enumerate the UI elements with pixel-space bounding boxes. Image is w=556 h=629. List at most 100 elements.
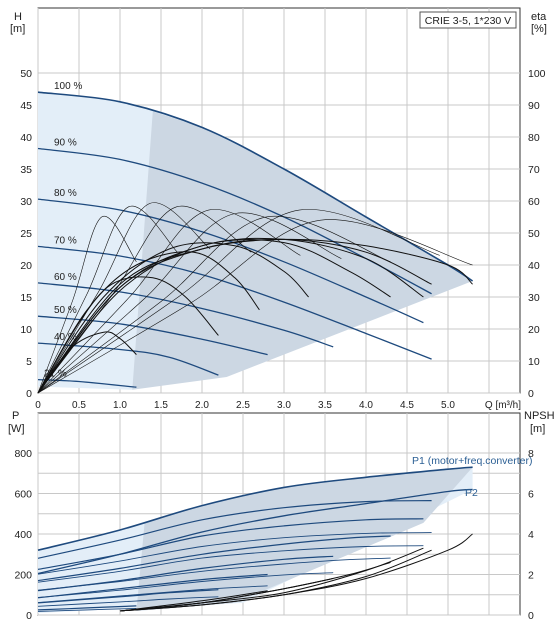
power-curve-4: [37, 573, 268, 599]
efficiency-fan-line-6: [37, 215, 391, 394]
upper-y2-tick-label: 60: [528, 196, 540, 208]
lower-ylabel-left-line2: [W]: [8, 423, 25, 435]
speed-label-90: 90 %: [54, 138, 77, 149]
speed-label-50: 50 %: [54, 305, 77, 316]
npsh-curve-1: [119, 549, 432, 612]
lower-curves: [37, 466, 473, 612]
lower-y-tick-label: 800: [14, 448, 32, 460]
upper-x-tick-label: 2.0: [195, 400, 209, 411]
upper-x-tick-label: 4.5: [400, 400, 414, 411]
upper-y2-tick-label: 80: [528, 132, 540, 144]
power-curve-3: [37, 555, 334, 592]
efficiency-curve-40: [37, 276, 219, 394]
lower-ylabel-right-line2: [m]: [530, 423, 545, 435]
lower-y2-tick-label: 6: [528, 489, 534, 501]
lower-y-tick-label: 200: [14, 570, 32, 582]
upper-y-tick-label: 35: [20, 164, 32, 176]
upper-ylabel-left-line2: [m]: [10, 23, 25, 35]
power-p2-curve-3: [37, 572, 334, 598]
power-p2-curve-6: [37, 607, 137, 612]
efficiency-fan-line-4: [37, 209, 301, 394]
lower-tick-labels: 0 200 400 600 800 0 2 4 6 8: [14, 448, 534, 622]
upper-y2-tick-label: 70: [528, 164, 540, 176]
upper-curves: 100 %90 %80 %70 %60 %50 %40 %21 %: [37, 81, 474, 394]
upper-y-tick-label: 15: [20, 292, 32, 304]
power-curve-5: [37, 589, 219, 604]
lower-y2-tick-label: 0: [528, 610, 534, 622]
upper-x-tick-label: 3.5: [318, 400, 332, 411]
lower-y-tick-label: 0: [26, 610, 32, 622]
operating-area-grey: [132, 111, 473, 390]
upper-y2-tick-label: 100: [528, 68, 546, 80]
lower-ylabel-left-line1: P: [12, 410, 19, 422]
head-curve-100: [37, 91, 474, 282]
upper-y-tick-label: 20: [20, 260, 32, 272]
npsh-curve-5: [119, 590, 268, 612]
p2-annotation: P2: [465, 487, 478, 499]
upper-y-tick-label: 5: [26, 356, 32, 368]
upper-y-tick-label: 50: [20, 68, 32, 80]
power-p2-curve-1: [37, 545, 424, 583]
upper-y-tick-label: 40: [20, 132, 32, 144]
efficiency-curve-60: [37, 242, 309, 394]
efficiency-fan-line-0: [37, 216, 137, 394]
upper-x-tick-label: 1.5: [154, 400, 168, 411]
upper-ylabel-right-line2: [%]: [531, 23, 547, 35]
p1-max-curve: [37, 466, 473, 551]
upper-y2-tick-label: 20: [528, 324, 540, 336]
power-curve-2: [37, 535, 391, 582]
upper-y2-tick-label: 40: [528, 260, 540, 272]
speed-label-60: 60 %: [54, 272, 77, 283]
lower-y-tick-label: 600: [14, 489, 32, 501]
speed-label-80: 80 %: [54, 188, 77, 199]
upper-tick-labels: 0 0.5 1.0 1.5 2.0 2.5 3.0 3.5 4.0 4.5 5.0 Q [m³/h] 0…: [20, 68, 545, 411]
upper-x-tick-label: 3.0: [277, 400, 291, 411]
power-curve-1: [37, 518, 424, 570]
speed-label-70: 70 %: [54, 235, 77, 246]
power-curve-6: [37, 605, 137, 611]
upper-y2-tick-label: 10: [528, 356, 540, 368]
upper-y-tick-label: 25: [20, 228, 32, 240]
upper-x-tick-label: 5.0: [441, 400, 455, 411]
upper-y2-tick-label: 30: [528, 292, 540, 304]
lower-y2-tick-label: 2: [528, 570, 534, 582]
speed-label-100: 100 %: [54, 81, 82, 92]
upper-y-tick-label: 30: [20, 196, 32, 208]
head-curve-40: [37, 342, 219, 376]
upper-y2-tick-label: 50: [528, 228, 540, 240]
upper-x-tick-label: Q [m³/h]: [485, 400, 521, 411]
head-curve-50: [37, 315, 268, 356]
lower-y2-tick-label: 8: [528, 448, 534, 460]
head-curve-70: [37, 245, 432, 360]
p1-annotation: P1 (motor+freq.converter): [412, 455, 533, 467]
upper-ylabel-right-line1: eta: [531, 11, 547, 23]
upper-x-tick-label: 1.0: [113, 400, 127, 411]
efficiency-fan-line-7: [37, 209, 440, 394]
lower-y-tick-label: 400: [14, 529, 32, 541]
efficiency-curve-21: [37, 331, 137, 394]
efficiency-fan-line-2: [37, 202, 211, 394]
power-p2-curve-0: [37, 532, 432, 575]
power-area-grey: [136, 467, 473, 611]
lower-y2-tick-label: 4: [528, 529, 534, 541]
power-curve-0: [37, 500, 432, 559]
upper-x-tick-label: 4.0: [359, 400, 373, 411]
efficiency-fan-line-5: [37, 212, 342, 394]
power-p2-curve-5: [37, 596, 219, 607]
speed-label-21: 21 %: [44, 369, 67, 380]
efficiency-fan-line-8: [37, 219, 473, 394]
title-box: [419, 11, 517, 29]
upper-ylabel-left-line1: H: [14, 11, 22, 23]
upper-y-tick-label: 0: [26, 388, 32, 400]
upper-x-tick-label: 0: [35, 400, 41, 411]
power-p2-curve-2: [37, 557, 391, 591]
upper-y-tick-label: 45: [20, 100, 32, 112]
title-box-label: CRIE 3-5, 1*230 V: [425, 15, 511, 27]
upper-x-tick-label: 0.5: [72, 400, 86, 411]
efficiency-fan-line-3: [37, 205, 252, 394]
upper-y2-tick-label: 90: [528, 100, 540, 112]
upper-y-tick-label: 10: [20, 324, 32, 336]
npsh-curve-4: [119, 578, 334, 612]
efficiency-fan-line-1: [37, 205, 178, 394]
